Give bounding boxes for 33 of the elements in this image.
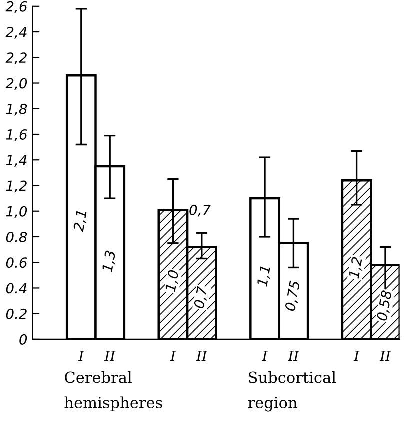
x-tick-label: II — [380, 351, 392, 362]
y-tick-label: 1,2 — [6, 180, 27, 193]
y-tick-label: 1,4 — [6, 155, 27, 168]
y-tick-label: 2,0 — [6, 78, 28, 90]
x-tick-label: I — [354, 351, 360, 362]
y-tick-label: 0 — [20, 334, 28, 345]
x-tick-label: I — [78, 351, 84, 362]
data-label: 1,1 — [257, 266, 272, 288]
x-tick-label: II — [104, 351, 116, 362]
y-tick-label: 0.2 — [6, 308, 27, 320]
x-tick-label: II — [288, 351, 300, 362]
data-label: 1,2 — [348, 256, 364, 280]
y-tick-label: 2,4 — [6, 26, 27, 39]
text: Subcortical region — [248, 371, 336, 412]
y-tick-label: 0.8 — [6, 232, 28, 242]
x-tick-label: I — [170, 351, 176, 362]
data-label: 0,75 — [284, 280, 302, 312]
y-tick-label: 0.6 — [6, 258, 28, 268]
annotation: 0,7 — [190, 204, 211, 217]
y-tick-label: 1,8 — [6, 104, 28, 116]
y-tick-label: 0.4 — [6, 283, 27, 294]
data-label: 2,1 — [73, 210, 88, 232]
data-label: 1,3 — [102, 250, 118, 273]
x-tick-label: I — [262, 351, 268, 362]
y-tick-label: 1,0 — [6, 206, 28, 218]
y-tick-label: 1,6 — [6, 129, 28, 142]
data-label: 0,58 — [376, 290, 394, 322]
y-tick-label: 2,2 — [6, 52, 27, 65]
text: Cerebral hemispheres — [64, 371, 162, 412]
data-label: 0,7 — [194, 286, 210, 310]
x-tick-label: II — [196, 351, 208, 362]
y-tick-label: 2,6 — [6, 1, 28, 14]
data-label: 1,0 — [165, 270, 180, 292]
